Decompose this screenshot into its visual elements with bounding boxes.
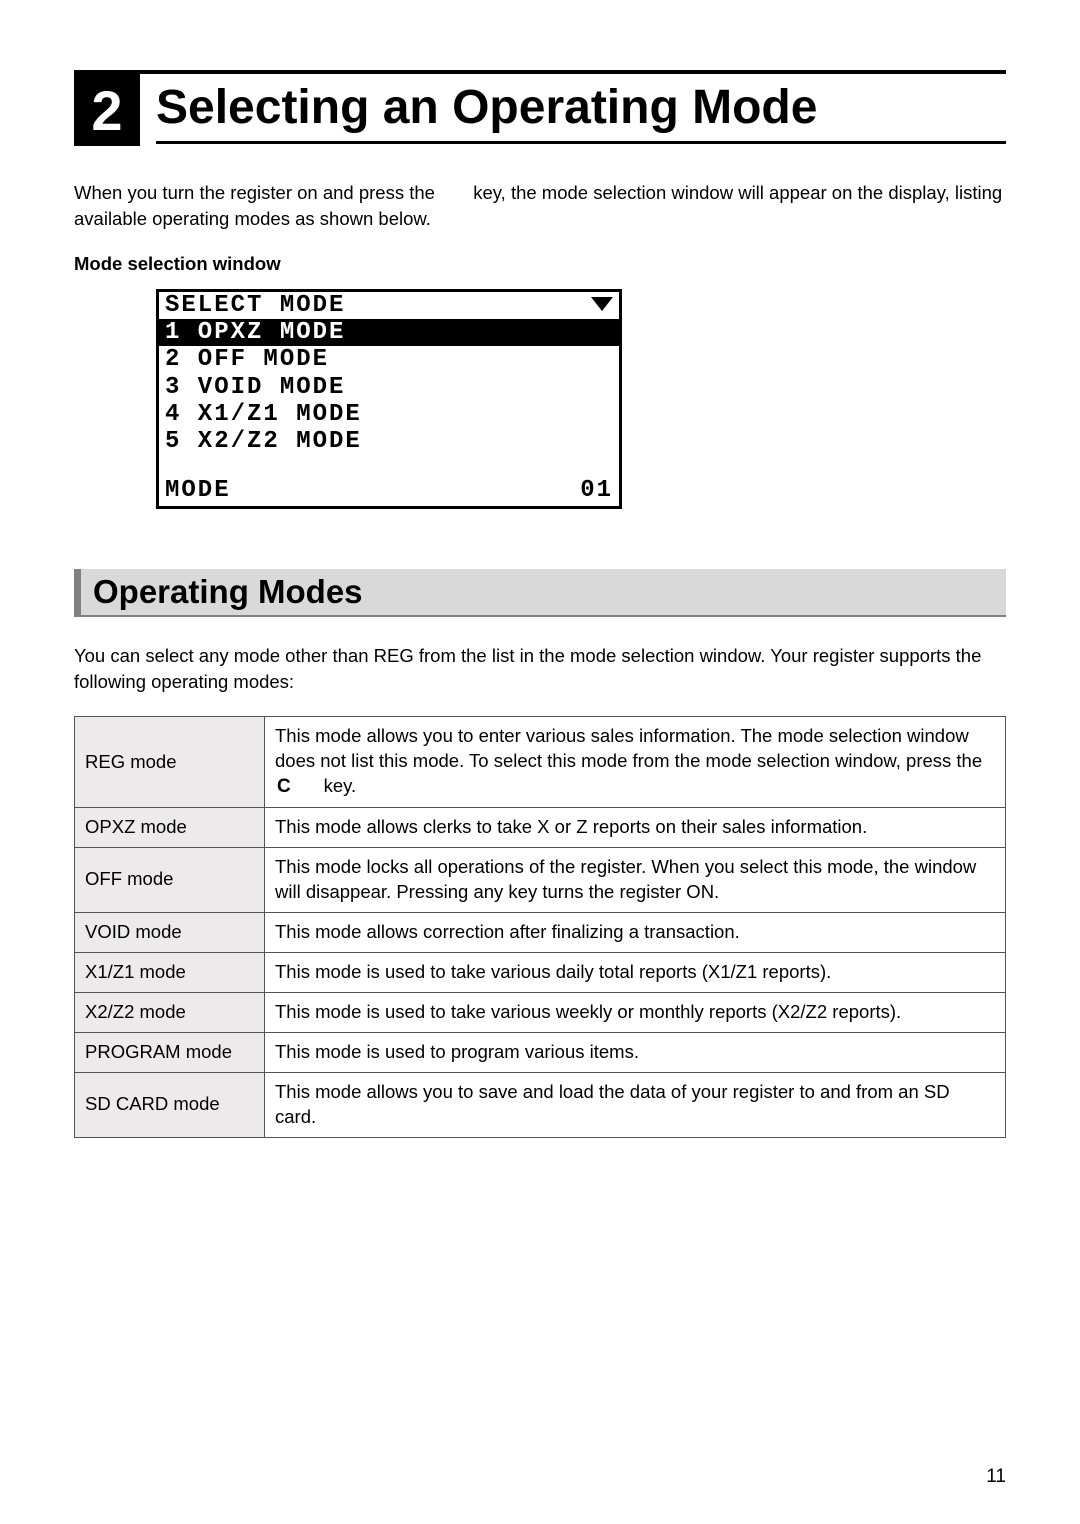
table-row: X1/Z1 modeThis mode is used to take vari… (75, 952, 1006, 992)
modes-table: REG modeThis mode allows you to enter va… (74, 716, 1006, 1137)
lcd-header-row: SELECT MODE (159, 292, 619, 319)
section-intro: You can select any mode other than REG f… (74, 643, 1006, 694)
lcd-item-row: 1 OPXZ MODE (159, 319, 619, 346)
lcd-item-text: 1 OPXZ MODE (165, 320, 345, 345)
mode-desc-cell: This mode locks all operations of the re… (265, 847, 1006, 912)
mode-name-cell: X2/Z2 mode (75, 992, 265, 1032)
section-heading-operating-modes: Operating Modes (74, 569, 1006, 617)
mode-desc-cell: This mode allows clerks to take X or Z r… (265, 807, 1006, 847)
table-row: VOID modeThis mode allows correction aft… (75, 912, 1006, 952)
table-row: OFF modeThis mode locks all operations o… (75, 847, 1006, 912)
intro-paragraph: When you turn the register on and press … (74, 180, 1006, 231)
mode-name-cell: PROGRAM mode (75, 1032, 265, 1072)
lcd-footer-right: 01 (580, 478, 613, 503)
intro-text-1: When you turn the register on and press … (74, 182, 440, 203)
mode-name-cell: OFF mode (75, 847, 265, 912)
mode-name-cell: X1/Z1 mode (75, 952, 265, 992)
lcd-item-text: 3 VOID MODE (165, 375, 345, 400)
mode-desc-cell: This mode is used to take various daily … (265, 952, 1006, 992)
mode-name-cell: REG mode (75, 717, 265, 808)
chapter-number-box: 2 (74, 74, 140, 146)
table-row: OPXZ modeThis mode allows clerks to take… (75, 807, 1006, 847)
lcd-item-row: 3 VOID MODE (159, 374, 619, 401)
lcd-screenshot: SELECT MODE 1 OPXZ MODE2 OFF MODE 3 VOID … (156, 289, 622, 509)
lcd-header-text: SELECT MODE (165, 293, 345, 318)
lcd-item-row: 4 X1/Z1 MODE (159, 401, 619, 428)
mode-desc-cell: This mode is used to program various ite… (265, 1032, 1006, 1072)
mode-name-cell: VOID mode (75, 912, 265, 952)
lcd-item-row: 2 OFF MODE (159, 346, 619, 373)
mode-desc-cell: This mode allows correction after finali… (265, 912, 1006, 952)
lcd-item-row: 5 X2/Z2 MODE (159, 428, 619, 455)
clear-key-icon: C (275, 774, 293, 800)
table-row: REG modeThis mode allows you to enter va… (75, 717, 1006, 808)
lcd-footer-left: MODE (165, 478, 231, 503)
key-gap (293, 775, 319, 796)
chapter-header: 2 Selecting an Operating Mode (74, 70, 1006, 146)
mode-name-cell: SD CARD mode (75, 1072, 265, 1137)
lcd-item-text: 5 X2/Z2 MODE (165, 429, 362, 454)
mode-desc-cell: This mode allows you to save and load th… (265, 1072, 1006, 1137)
page-number: 11 (986, 1466, 1006, 1488)
lcd-footer-row: MODE 01 (159, 477, 619, 506)
scroll-down-icon (591, 297, 613, 311)
chapter-title: Selecting an Operating Mode (156, 74, 1006, 144)
lcd-item-text: 2 OFF MODE (165, 347, 329, 372)
mode-desc-text: This mode allows you to enter various sa… (275, 725, 982, 771)
table-row: SD CARD modeThis mode allows you to save… (75, 1072, 1006, 1137)
mode-desc-cell: This mode allows you to enter various sa… (265, 717, 1006, 808)
table-row: X2/Z2 modeThis mode is used to take vari… (75, 992, 1006, 1032)
mode-name-cell: OPXZ mode (75, 807, 265, 847)
lcd-item-text: 4 X1/Z1 MODE (165, 402, 362, 427)
mode-desc-text: key. (318, 775, 356, 796)
table-row: PROGRAM modeThis mode is used to program… (75, 1032, 1006, 1072)
mode-selection-window-label: Mode selection window (74, 253, 1006, 275)
mode-desc-cell: This mode is used to take various weekly… (265, 992, 1006, 1032)
